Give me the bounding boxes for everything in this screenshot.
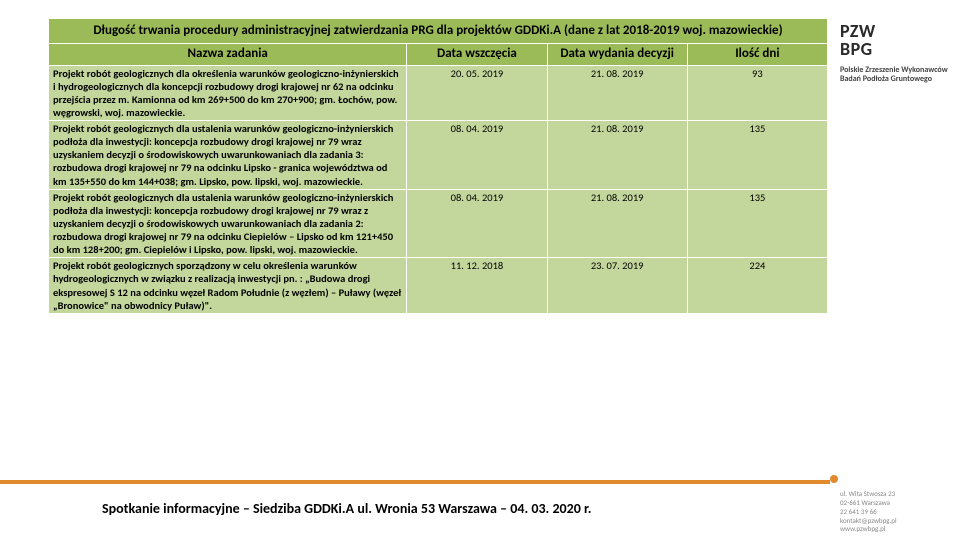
cell-days: 135 [687, 121, 827, 190]
accent-bar [0, 480, 830, 484]
sidebar: PZW BPG Polskie Zrzeszenie Wykonawców Ba… [840, 22, 950, 94]
cell-name: Projekt robót geologicznych dla ustaleni… [49, 121, 407, 190]
main-content: Długość trwania procedury administracyjn… [48, 18, 828, 314]
contact-block: ul. Wita Stwosza 23 02-661 Warszawa 22 6… [840, 490, 950, 534]
col-header-name: Nazwa zadania [49, 44, 407, 65]
table-row: Projekt robót geologicznych dla ustaleni… [49, 189, 828, 258]
col-header-days: Ilość dni [687, 44, 827, 65]
cell-start: 08. 04. 2019 [407, 189, 547, 258]
cell-end: 23. 07. 2019 [547, 258, 687, 314]
cell-end: 21. 08. 2019 [547, 121, 687, 190]
table-row: Projekt robót geologicznych dla określen… [49, 65, 828, 121]
cell-start: 20. 05. 2019 [407, 65, 547, 121]
accent-dot-icon [830, 475, 838, 483]
table-row: Projekt robót geologicznych sporządzony … [49, 258, 828, 314]
web: www.pzwbpg.pl [840, 525, 950, 534]
org-logo: PZW BPG [840, 22, 950, 58]
footer-text: Spotkanie informacyjne – Siedziba GDDKi.… [102, 500, 592, 517]
cell-end: 21. 08. 2019 [547, 65, 687, 121]
cell-days: 224 [687, 258, 827, 314]
cell-name: Projekt robót geologicznych dla ustaleni… [49, 189, 407, 258]
table-row: Projekt robót geologicznych dla ustaleni… [49, 121, 828, 190]
table-title: Długość trwania procedury administracyjn… [49, 19, 828, 44]
cell-days: 93 [687, 65, 827, 121]
cell-name: Projekt robót geologicznych sporządzony … [49, 258, 407, 314]
cell-end: 21. 08. 2019 [547, 189, 687, 258]
col-header-end: Data wydania decyzji [547, 44, 687, 65]
cell-name: Projekt robót geologicznych dla określen… [49, 65, 407, 121]
cell-start: 11. 12. 2018 [407, 258, 547, 314]
procedures-table: Długość trwania procedury administracyjn… [48, 18, 828, 314]
logo-line2: BPG [840, 38, 873, 60]
cell-start: 08. 04. 2019 [407, 121, 547, 190]
cell-days: 135 [687, 189, 827, 258]
col-header-start: Data wszczęcia [407, 44, 547, 65]
org-name: Polskie Zrzeszenie Wykonawców Badań Podł… [840, 66, 950, 84]
